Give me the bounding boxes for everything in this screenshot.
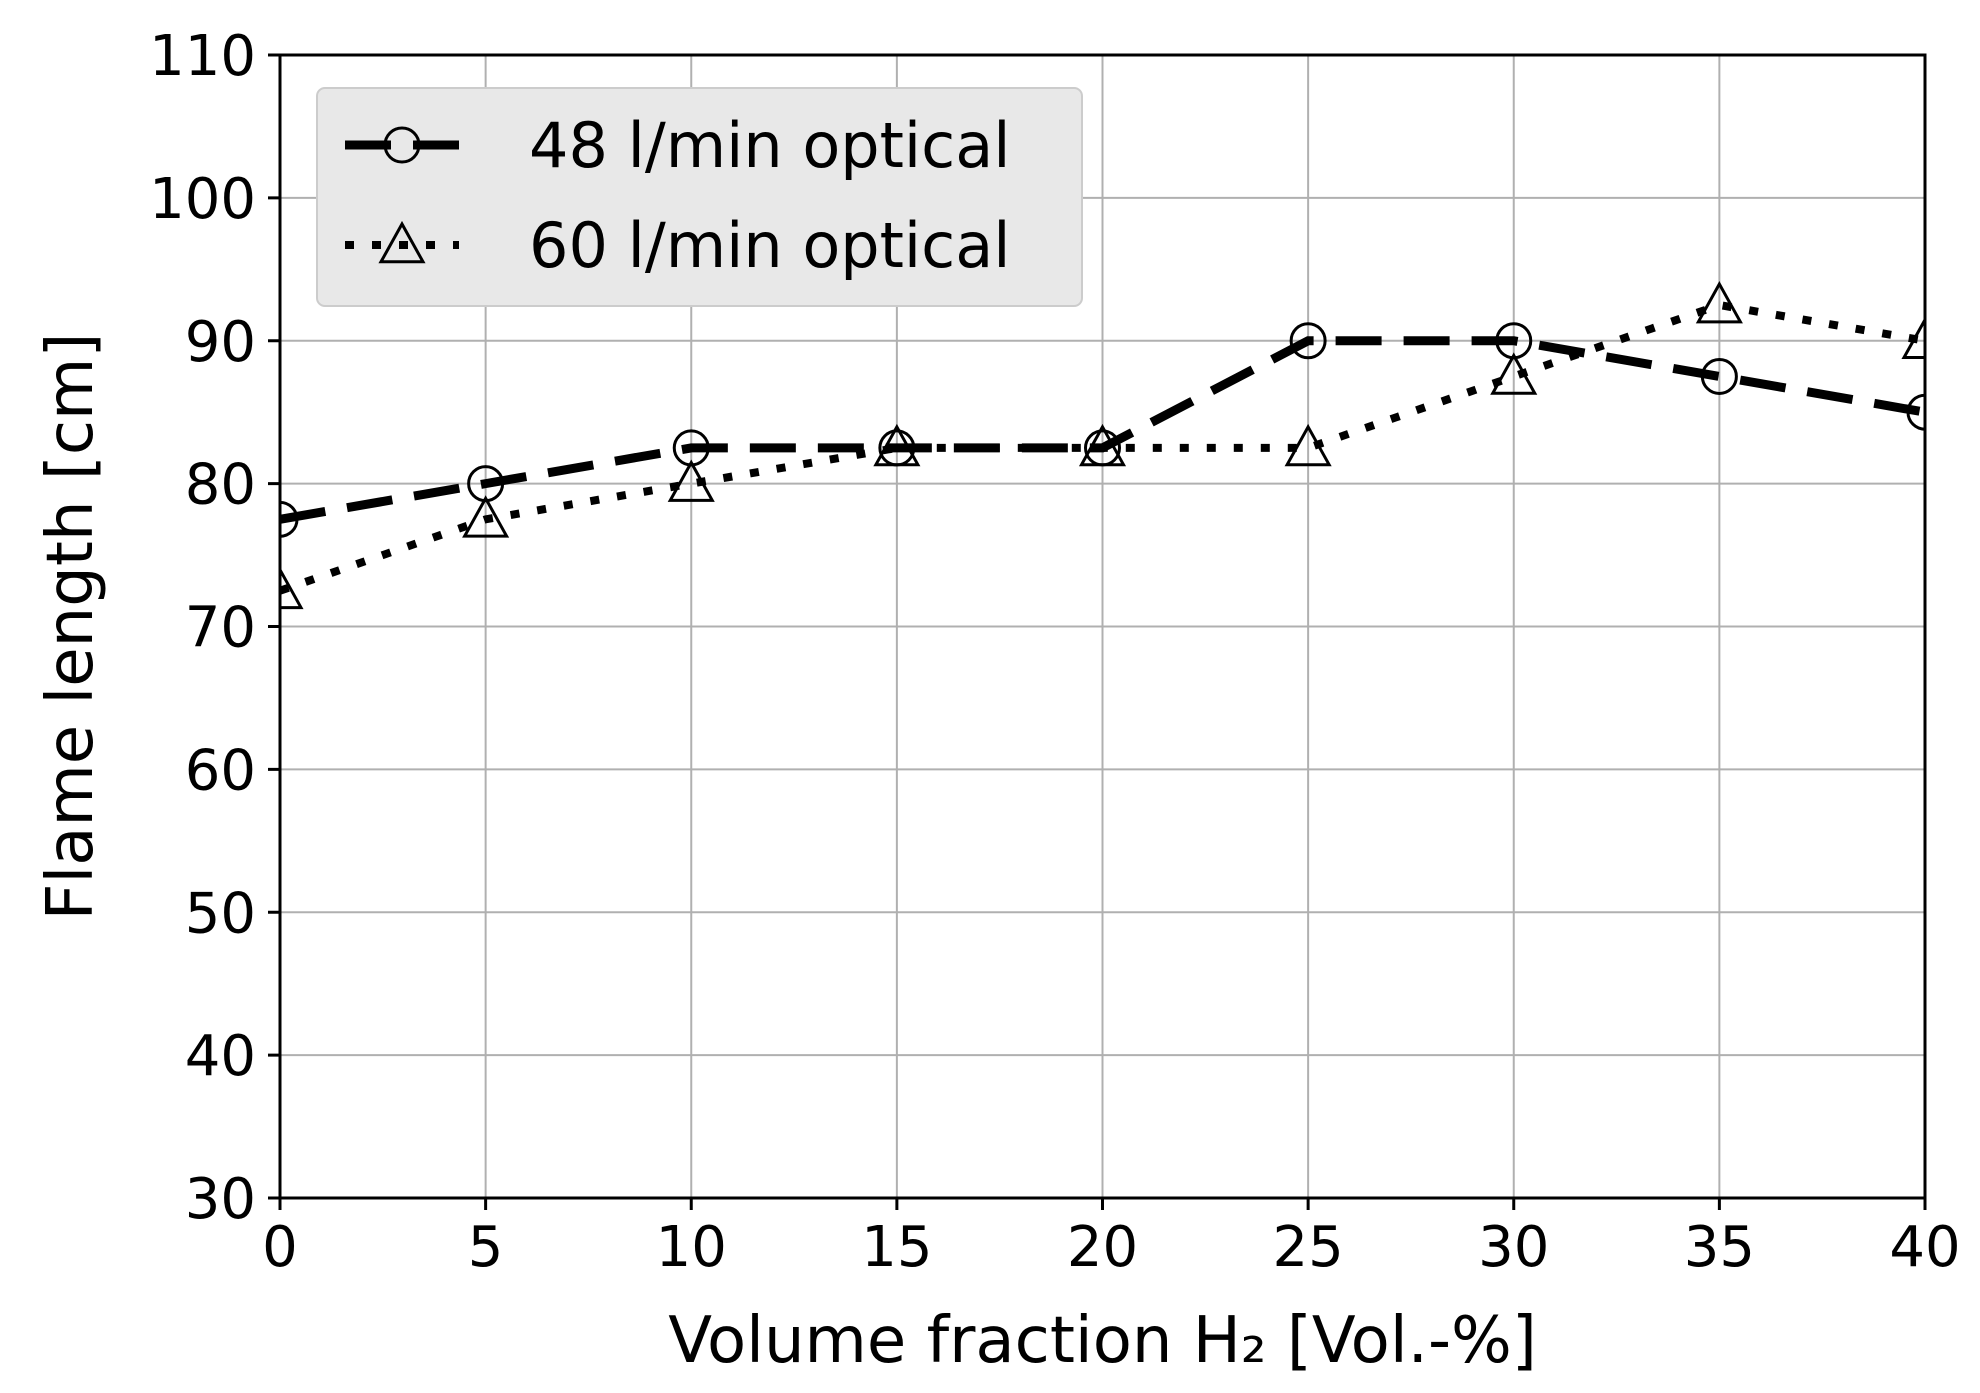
legend-swatch-marker <box>383 126 421 164</box>
series-2-point <box>1901 316 1925 360</box>
y-tick-label: 70 <box>185 596 256 661</box>
y-tick-label: 30 <box>185 1167 256 1232</box>
x-tick-label: 40 <box>1889 1215 1960 1280</box>
series-layer <box>280 280 1925 610</box>
x-tick-label: 10 <box>656 1215 727 1280</box>
series-2-point <box>873 423 921 467</box>
series-2-point <box>1284 423 1332 467</box>
legend: 48 l/min optical 60 l/min optical <box>316 87 1083 307</box>
legend-swatch-marker <box>378 220 426 264</box>
x-tick-label: 0 <box>262 1215 298 1280</box>
y-tick-label: 60 <box>185 738 256 803</box>
series-2-point <box>1695 280 1743 324</box>
series-2-point <box>462 495 510 538</box>
series-2-point <box>1078 423 1127 467</box>
y-tick-label: 110 <box>149 24 256 89</box>
series-2-point <box>280 566 304 610</box>
y-tick-label: 90 <box>185 310 256 375</box>
series-1-point <box>1906 393 1925 431</box>
tick-labels: 0 5 10 15 20 25 30 35 40 30 40 50 60 70 80 90 100 110 <box>149 24 1961 1280</box>
series-1-point <box>280 500 299 538</box>
x-tick-label: 20 <box>1067 1215 1138 1280</box>
x-tick-label: 35 <box>1684 1215 1755 1280</box>
y-tick-label: 40 <box>185 1024 256 1089</box>
y-tick-label: 80 <box>185 453 256 518</box>
series-2-point <box>1490 352 1538 395</box>
x-tick-label: 25 <box>1272 1215 1343 1280</box>
series-2 <box>280 280 1925 610</box>
series-2-line <box>280 300 1925 595</box>
y-tick-label: 100 <box>149 167 256 232</box>
legend-box <box>316 87 1083 307</box>
axes <box>268 53 1927 1210</box>
series-2-point <box>667 459 715 502</box>
x-tick-label: 15 <box>861 1215 932 1280</box>
y-axis-label: Flame length [cm] <box>34 333 108 921</box>
x-tick-label: 5 <box>468 1215 504 1280</box>
legend-entry-label: 48 l/min optical <box>529 109 1010 182</box>
series-1-point <box>1700 357 1738 395</box>
x-axis-label: Volume fraction H₂ [Vol.-%] <box>668 1304 1537 1378</box>
y-tick-label: 50 <box>185 881 256 946</box>
x-tick-label: 30 <box>1478 1215 1549 1280</box>
series-1-point <box>1289 322 1327 360</box>
legend-entry-label: 60 l/min optical <box>529 209 1010 282</box>
